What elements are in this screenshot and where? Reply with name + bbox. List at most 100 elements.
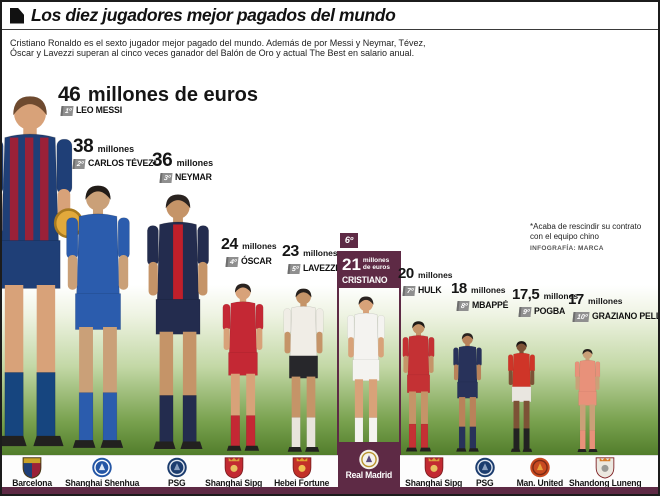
club-logo-icon	[594, 457, 616, 479]
title-divider	[2, 29, 658, 30]
salary-label-7: 20 millones	[398, 266, 453, 282]
club-name-label: Shandong Luneng	[568, 478, 642, 489]
salary-unit: millones de euros	[82, 84, 258, 106]
club-name-label: Man. United	[516, 478, 564, 489]
rank-badge: 10º	[572, 311, 590, 322]
player-name-row-5: 5º LAVEZZI	[287, 263, 341, 274]
player-name-label: LEO MESSI	[76, 105, 123, 116]
clubs-bar: Barcelona Shanghai Shenhua PSG Shanghai …	[2, 442, 658, 489]
club-name-label: Real Madrid	[345, 469, 393, 481]
cristiano-salary-amount: 21	[342, 255, 361, 274]
club-logo-icon	[21, 457, 43, 479]
club-cell-hebei-fortune: Hebei Fortune	[257, 457, 347, 489]
club-name-label: PSG	[168, 478, 186, 489]
salary-unit: millones	[468, 285, 506, 295]
salary-unit: millones	[585, 296, 623, 306]
player-figure-carlos-t-vez-	[59, 183, 137, 453]
player-figure--scar	[218, 282, 268, 454]
salary-label-2: 38 millones	[73, 137, 134, 156]
infographic-credit: INFOGRAFÍA: MARCA	[530, 245, 604, 252]
salary-label-1: 46 millones de euros	[58, 84, 258, 105]
marca-bullet-icon	[10, 7, 24, 24]
cristiano-salary-unit: millones de euros	[363, 256, 390, 272]
salary-unit: millones	[300, 248, 338, 258]
player-figure-lavezzi	[279, 287, 328, 455]
salary-unit: millones	[174, 158, 214, 168]
salary-label-4: 24 millones	[221, 237, 277, 253]
player-name-label: ÓSCAR	[241, 256, 273, 267]
footnote-line-2: con el equipo chino	[530, 232, 599, 242]
salary-unit: millones	[415, 270, 453, 280]
club-logo-icon	[474, 457, 496, 478]
club-name-label: Shanghai Sipg	[405, 478, 463, 489]
club-name-label: Shanghai Shenhua	[64, 478, 140, 489]
player-figure-cristiano	[343, 295, 389, 453]
player-figure-mbapp-	[450, 332, 485, 454]
cristiano-unit-line2: de euros	[362, 264, 391, 272]
club-name-label: Hebei Fortune	[274, 478, 330, 489]
player-name-row-9: 9º POGBA	[518, 306, 568, 317]
salary-amount: 23	[282, 243, 299, 260]
rank-badge: 7º	[402, 285, 416, 296]
cristiano-name-label: CRISTIANO	[342, 275, 388, 285]
rank-badge: 2º	[72, 158, 86, 169]
club-cell-shanghai-shenhua: Shanghai Shenhua	[57, 457, 147, 489]
footnote: *Acaba de rescindir su contrato con el e…	[530, 222, 641, 243]
club-cell-shanghai-sipg: Shanghai Sipg	[189, 457, 279, 489]
salary-unit: millones	[541, 291, 579, 301]
club-name-label: Shanghai Sipg	[205, 478, 263, 489]
player-name-label: GRAZIANO PELLÈ	[592, 311, 660, 322]
salary-amount: 18	[451, 280, 467, 297]
club-name-label: Barcelona	[12, 478, 52, 489]
cristiano-salary-box: 21 millones de euros CRISTIANO	[339, 253, 399, 288]
salary-label-3: 36 millones	[152, 151, 213, 170]
salary-amount: 24	[221, 236, 238, 253]
club-logo-icon	[291, 457, 313, 479]
club-logo-icon	[91, 457, 113, 478]
club-cell-psg: PSG	[440, 457, 530, 489]
rank-badge: 3º	[159, 172, 173, 183]
cristiano-highlight-frame: 21 millones de euros CRISTIANO	[337, 251, 401, 492]
player-name-label: NEYMAR	[175, 172, 213, 183]
club-cell-psg: PSG	[132, 457, 222, 489]
cristiano-unit-line1: millones	[362, 257, 390, 264]
player-name-label: CARLOS TÉVEZ*	[88, 158, 157, 169]
club-logo-icon	[166, 457, 188, 478]
player-figure-leo-messi	[2, 93, 82, 453]
salary-amount: 17	[568, 291, 584, 308]
player-name-row-10: 10º GRAZIANO PELLÈ	[572, 311, 660, 322]
rank-badge-cristiano: 6º	[340, 233, 358, 248]
club-logo-icon	[223, 457, 245, 479]
club-cell-real-madrid: Real Madrid	[338, 442, 400, 488]
player-name-row-7: 7º HULK	[402, 285, 444, 296]
player-name-label: POGBA	[534, 306, 566, 317]
player-name-row-1: 1º LEO MESSI	[60, 105, 126, 116]
player-figure-neymar	[140, 192, 216, 454]
player-name-row-4: 4º ÓSCAR	[225, 256, 275, 267]
intro-line-2: Óscar y Lavezzi superan al cinco veces g…	[10, 48, 415, 58]
salary-amount: 17,5	[512, 286, 540, 303]
salary-amount: 38	[73, 136, 94, 157]
rank-badge: 4º	[225, 256, 239, 267]
bottom-accent-strip	[2, 487, 658, 494]
club-name-label: PSG	[476, 478, 494, 489]
club-cell-shandong-luneng: Shandong Luneng	[560, 457, 650, 489]
rank-badge: 8º	[456, 300, 470, 311]
salary-label-10: 17 millones	[568, 292, 623, 308]
club-logo-icon	[358, 449, 380, 469]
salary-label-9: 17,5 millones	[512, 287, 578, 303]
club-cell-man-united: Man. United	[495, 457, 585, 489]
salary-label-5: 23 millones	[282, 244, 338, 260]
salary-amount: 46	[58, 83, 81, 106]
player-name-row-8: 8º MBAPPÉ	[456, 300, 512, 311]
intro-line-1: Cristiano Ronaldo es el sexto jugador me…	[10, 38, 426, 48]
footnote-line-1: *Acaba de rescindir su contrato	[530, 222, 642, 231]
rank-badge: 1º	[60, 105, 74, 116]
player-name-row-3: 3º NEYMAR	[159, 172, 215, 183]
header: Los diez jugadores mejor pagados del mun…	[10, 5, 396, 26]
player-name-row-2: 2º CARLOS TÉVEZ*	[72, 158, 163, 169]
rank-badge: 9º	[518, 306, 532, 317]
salary-unit: millones	[95, 144, 135, 154]
player-name-label: HULK	[418, 285, 442, 296]
